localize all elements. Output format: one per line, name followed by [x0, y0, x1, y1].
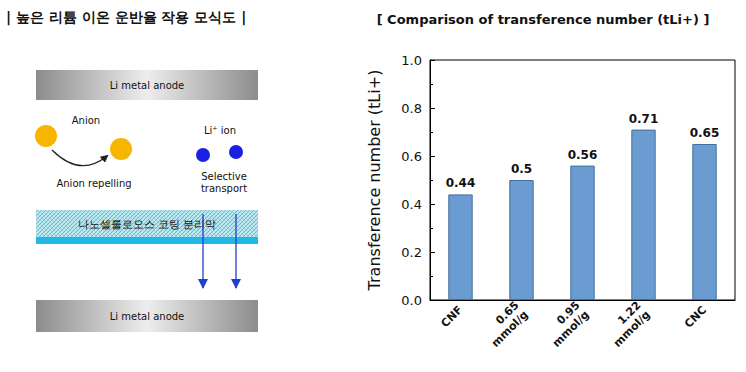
svg-text:0.44: 0.44	[446, 176, 476, 190]
svg-text:mmol/g: mmol/g	[611, 308, 653, 350]
svg-text:0.71: 0.71	[629, 112, 659, 126]
svg-text:0.0: 0.0	[401, 293, 422, 308]
svg-text:[ Comparison of transference n: [ Comparison of transference number (tLi…	[377, 12, 710, 27]
svg-text:0.95: 0.95	[554, 298, 583, 328]
svg-text:0.2: 0.2	[401, 245, 422, 260]
svg-text:mmol/g: mmol/g	[489, 308, 531, 350]
svg-text:0.65: 0.65	[690, 126, 720, 140]
svg-text:0.56: 0.56	[568, 148, 598, 162]
svg-text:나노셀룰로오스 코팅 분리막: 나노셀룰로오스 코팅 분리막	[78, 218, 217, 231]
svg-text:mmol/g: mmol/g	[550, 308, 592, 350]
svg-text:0.65: 0.65	[493, 298, 522, 328]
svg-text:CNC: CNC	[682, 303, 709, 330]
svg-text:0.6: 0.6	[401, 149, 422, 164]
svg-text:Li⁺ ion: Li⁺ ion	[204, 125, 236, 136]
svg-text:0.4: 0.4	[401, 197, 422, 212]
svg-text:| 높은 리튬 이온 운반율 작용 모식도 |: | 높은 리튬 이온 운반율 작용 모식도 |	[6, 9, 246, 26]
svg-text:0.8: 0.8	[401, 101, 422, 116]
svg-text:1.0: 1.0	[401, 53, 422, 68]
svg-text:Li metal anode: Li metal anode	[110, 80, 185, 91]
svg-text:Transference number (tLi+): Transference number (tLi+)	[365, 70, 384, 292]
svg-text:1.22: 1.22	[615, 298, 644, 328]
svg-text:Anion: Anion	[72, 115, 100, 126]
svg-text:Li metal anode: Li metal anode	[110, 311, 185, 322]
svg-text:transport: transport	[201, 183, 247, 194]
svg-text:Anion repelling: Anion repelling	[56, 178, 131, 189]
svg-text:Selective: Selective	[201, 171, 247, 182]
svg-text:0.5: 0.5	[511, 162, 532, 176]
svg-text:CNF: CNF	[438, 303, 465, 330]
